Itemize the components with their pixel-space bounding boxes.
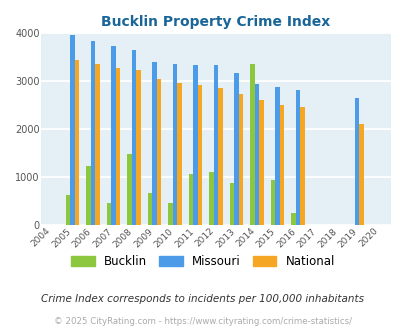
Bar	[91, 41, 95, 225]
Bar	[254, 84, 258, 225]
Bar	[197, 85, 202, 225]
Bar	[127, 153, 132, 225]
Bar	[258, 100, 263, 225]
Bar	[132, 50, 136, 225]
Text: © 2025 CityRating.com - https://www.cityrating.com/crime-statistics/: © 2025 CityRating.com - https://www.city…	[54, 317, 351, 326]
Bar	[107, 204, 111, 225]
Bar	[299, 107, 304, 225]
Title: Bucklin Property Crime Index: Bucklin Property Crime Index	[101, 15, 330, 29]
Bar	[116, 68, 120, 225]
Bar	[218, 88, 222, 225]
Bar	[177, 83, 181, 225]
Bar	[358, 124, 363, 225]
Bar	[86, 166, 91, 225]
Bar	[168, 204, 173, 225]
Bar	[238, 94, 243, 225]
Bar	[275, 87, 279, 225]
Bar	[234, 73, 238, 225]
Bar	[193, 65, 197, 225]
Bar	[70, 35, 75, 225]
Text: Crime Index corresponds to incidents per 100,000 inhabitants: Crime Index corresponds to incidents per…	[41, 294, 364, 304]
Bar	[229, 183, 234, 225]
Bar	[249, 64, 254, 225]
Bar	[66, 195, 70, 225]
Bar	[136, 70, 141, 225]
Bar	[188, 174, 193, 225]
Bar	[290, 213, 295, 225]
Bar	[95, 64, 100, 225]
Bar	[270, 180, 275, 225]
Bar	[279, 105, 283, 225]
Bar	[173, 64, 177, 225]
Bar	[147, 193, 152, 225]
Bar	[152, 62, 156, 225]
Bar	[209, 172, 213, 225]
Bar	[295, 90, 299, 225]
Legend: Bucklin, Missouri, National: Bucklin, Missouri, National	[66, 250, 339, 273]
Bar	[156, 79, 161, 225]
Bar	[111, 46, 116, 225]
Bar	[75, 60, 79, 225]
Bar	[213, 65, 218, 225]
Bar	[354, 98, 358, 225]
